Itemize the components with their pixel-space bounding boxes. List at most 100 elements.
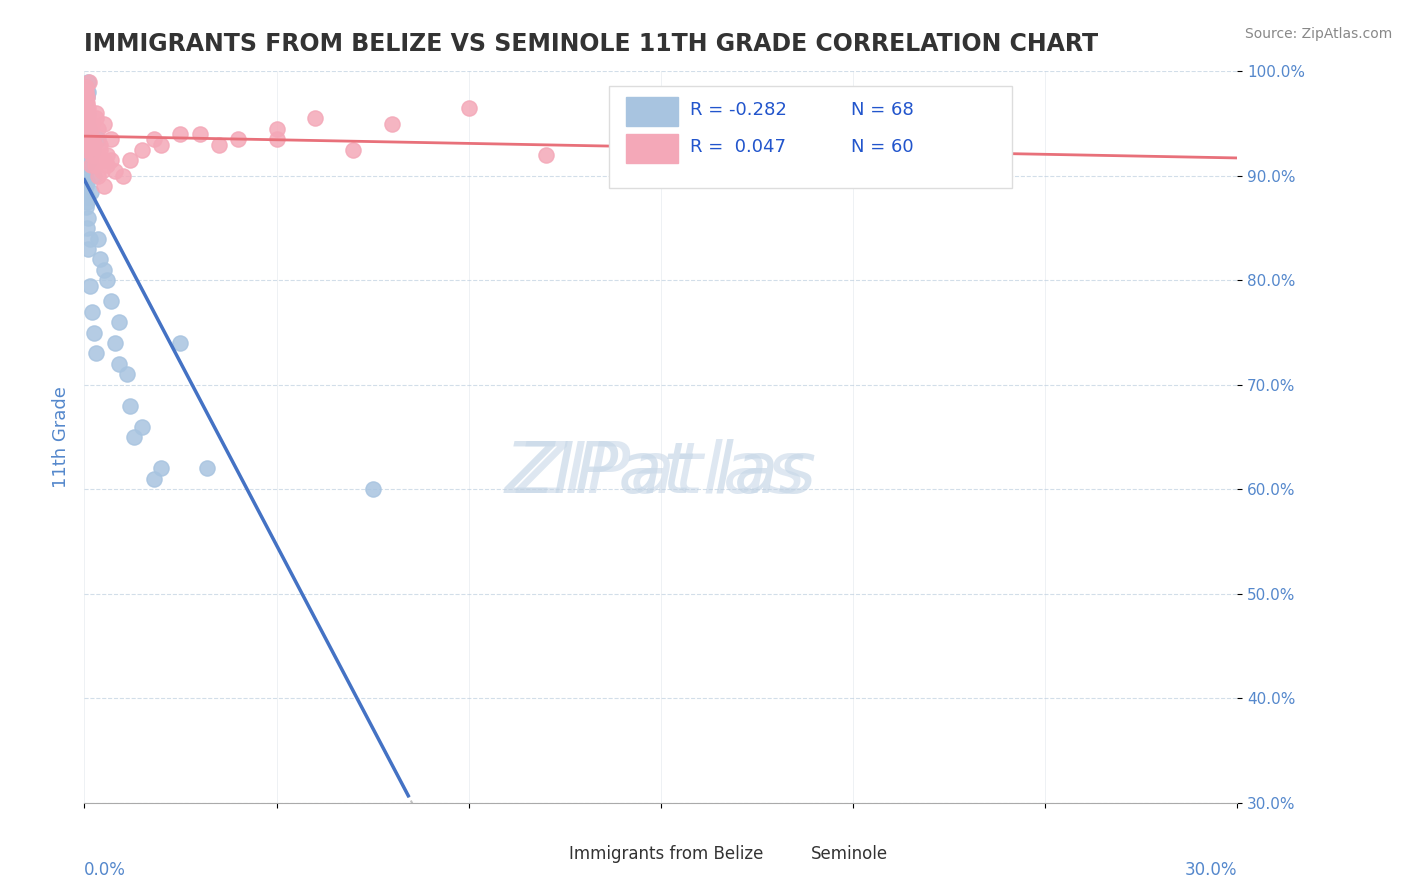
Point <box>100 153 122 168</box>
Point <box>80 117 103 131</box>
Text: 30.0%: 30.0% <box>1185 862 1237 880</box>
Point <box>75 106 97 120</box>
Point <box>87 169 110 183</box>
Point <box>75 121 97 136</box>
Point <box>87 231 110 245</box>
Point <box>75 190 97 204</box>
Point <box>195 461 218 475</box>
Point <box>76 153 98 168</box>
Point <box>120 153 142 168</box>
Point <box>150 137 173 152</box>
Point <box>96 148 118 162</box>
Text: Source: ZipAtlas.com: Source: ZipAtlas.com <box>1244 27 1392 41</box>
Point <box>75 148 97 162</box>
Point <box>80 117 103 131</box>
Point <box>75 132 97 146</box>
Point <box>84 346 107 360</box>
Point <box>727 158 749 172</box>
Text: Seminole: Seminole <box>811 845 887 863</box>
Point <box>266 121 288 136</box>
Point <box>75 112 97 126</box>
FancyBboxPatch shape <box>609 86 1012 188</box>
Point <box>96 273 118 287</box>
Point <box>75 85 97 99</box>
Point <box>89 137 111 152</box>
Point <box>83 137 105 152</box>
Point <box>75 85 97 99</box>
Point <box>76 127 98 141</box>
Point <box>76 112 98 126</box>
Point <box>226 132 249 146</box>
Point <box>77 121 100 136</box>
Point <box>457 101 479 115</box>
Point <box>93 117 115 131</box>
Point <box>75 163 97 178</box>
Point <box>131 143 153 157</box>
Point <box>77 242 100 256</box>
Point <box>80 148 103 162</box>
Point <box>131 419 153 434</box>
Text: R = -0.282: R = -0.282 <box>690 101 786 120</box>
FancyBboxPatch shape <box>540 843 562 865</box>
Point <box>534 148 557 162</box>
Point <box>84 106 107 120</box>
Point <box>342 143 364 157</box>
Point <box>108 315 131 329</box>
Point <box>76 137 98 152</box>
Point <box>76 190 98 204</box>
Point <box>90 163 112 178</box>
Point <box>100 294 122 309</box>
Point <box>76 137 98 152</box>
Point <box>76 132 98 146</box>
Point <box>76 90 98 104</box>
Point <box>76 127 98 141</box>
Point <box>80 121 103 136</box>
Point <box>169 336 191 351</box>
Text: ZIPat las: ZIPat las <box>505 439 817 508</box>
Point <box>104 336 127 351</box>
Point <box>76 117 98 131</box>
Point <box>142 132 165 146</box>
Point <box>79 231 101 245</box>
Point <box>76 194 98 209</box>
Point <box>79 137 101 152</box>
Point <box>83 148 105 162</box>
Point <box>93 153 115 168</box>
Point <box>79 127 101 141</box>
Point <box>77 85 100 99</box>
Point <box>75 101 97 115</box>
Point <box>188 127 211 141</box>
Point <box>93 179 115 194</box>
Point <box>76 143 98 157</box>
Point <box>75 95 97 110</box>
Point <box>76 174 98 188</box>
Text: N = 68: N = 68 <box>851 101 914 120</box>
FancyBboxPatch shape <box>793 843 817 865</box>
Point <box>75 200 97 214</box>
Point <box>77 158 100 172</box>
Y-axis label: 11th Grade: 11th Grade <box>52 386 70 488</box>
Point <box>80 185 103 199</box>
Point <box>80 304 103 318</box>
Point <box>79 278 101 293</box>
Text: IMMIGRANTS FROM BELIZE VS SEMINOLE 11TH GRADE CORRELATION CHART: IMMIGRANTS FROM BELIZE VS SEMINOLE 11TH … <box>84 31 1098 55</box>
Point <box>142 472 165 486</box>
Point <box>93 263 115 277</box>
Text: R =  0.047: R = 0.047 <box>690 137 786 156</box>
Point <box>75 80 97 95</box>
Point <box>77 112 100 126</box>
Point <box>75 179 97 194</box>
FancyBboxPatch shape <box>626 97 678 127</box>
Point <box>80 158 103 172</box>
Point <box>89 143 111 157</box>
Point <box>111 169 134 183</box>
Point <box>75 117 97 131</box>
Point <box>208 137 231 152</box>
Text: 0.0%: 0.0% <box>84 862 127 880</box>
Text: ZIPatlas: ZIPatlas <box>516 439 806 508</box>
Point <box>120 399 142 413</box>
Point <box>100 132 122 146</box>
Point <box>75 143 97 157</box>
Point <box>89 252 111 267</box>
Point <box>79 137 101 152</box>
